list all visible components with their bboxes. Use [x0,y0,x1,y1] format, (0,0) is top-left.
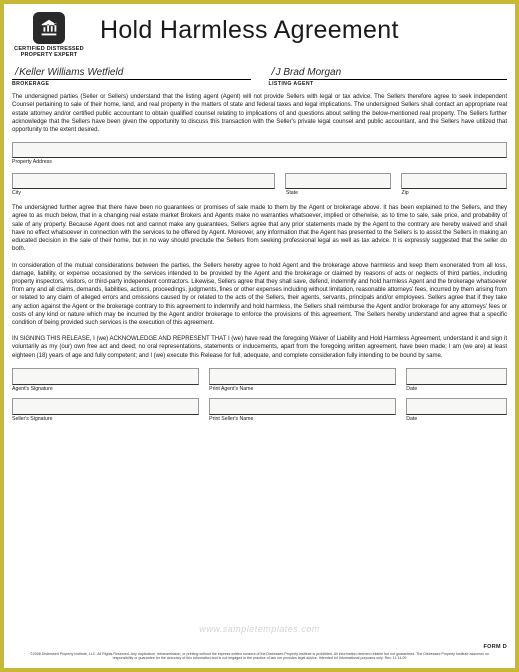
seller-name-label: Print Seller's Name [209,416,396,422]
zip-label: Zip [401,190,507,196]
document-title: Hold Harmless Agreement [100,16,399,45]
cdpe-logo-icon [33,12,65,44]
city-state-zip-block: City State Zip [12,173,507,196]
agent-value: J Brad Morgan [276,67,342,78]
cert-label: CERTIFIED DISTRESSED PROPERTY EXPERT [14,46,84,58]
brokerage-value: Keller Williams Wetfield [19,67,123,78]
agent-sig-row [12,368,507,385]
agent-sig-labels: Agent's Signature Print Agent's Name Dat… [12,386,507,392]
paragraph-4: IN SIGNING THIS RELEASE, I (we) ACKNOWLE… [12,335,507,360]
paragraph-2: The undersigned further agree that there… [12,204,507,253]
document-frame: CERTIFIED DISTRESSED PROPERTY EXPERT Hol… [0,0,519,672]
logo-block: CERTIFIED DISTRESSED PROPERTY EXPERT [12,12,86,58]
agent-date-label: Date [406,386,507,392]
seller-sig-row [12,398,507,415]
agent-sig-label: Agent's Signature [12,386,199,392]
disclaimer: ©2008 Distressed Property Institute, LLC… [12,652,507,660]
agent-name-input[interactable] [209,368,396,385]
document-body: CERTIFIED DISTRESSED PROPERTY EXPERT Hol… [12,12,507,660]
seller-sig-labels: Seller's Signature Print Seller's Name D… [12,416,507,422]
form-id: FORM D [12,644,507,650]
property-address-label: Property Address [12,159,507,165]
city-input[interactable] [12,173,275,189]
header: CERTIFIED DISTRESSED PROPERTY EXPERT Hol… [12,12,507,58]
seller-date-label: Date [406,416,507,422]
party-labels: BROKERAGE LISTING AGENT [12,81,507,87]
agent-name-label: Print Agent's Name [209,386,396,392]
cert-line2: PROPERTY EXPERT [14,52,84,58]
state-label: State [286,190,392,196]
property-address-input[interactable] [12,142,507,158]
agent-field: /J Brad Morgan [269,66,508,80]
seller-name-input[interactable] [209,398,396,415]
seller-date-input[interactable] [406,398,507,415]
agent-date-input[interactable] [406,368,507,385]
zip-input[interactable] [401,173,507,189]
city-label: City [12,190,276,196]
paragraph-1: The undersigned parties (Seller or Selle… [12,93,507,134]
party-row: /Keller Williams Wetfield /J Brad Morgan [12,66,507,80]
seller-signature-input[interactable] [12,398,199,415]
agent-label: LISTING AGENT [269,81,508,87]
brokerage-label: BROKERAGE [12,81,251,87]
footer: FORM D ©2008 Distressed Property Institu… [12,644,507,660]
brokerage-field: /Keller Williams Wetfield [12,66,251,80]
address-block: Property Address [12,142,507,165]
watermark: www.sampletemplates.com [199,624,320,634]
seller-sig-label: Seller's Signature [12,416,199,422]
state-input[interactable] [285,173,391,189]
paragraph-3: In consideration of the mutual considera… [12,262,507,328]
agent-signature-input[interactable] [12,368,199,385]
